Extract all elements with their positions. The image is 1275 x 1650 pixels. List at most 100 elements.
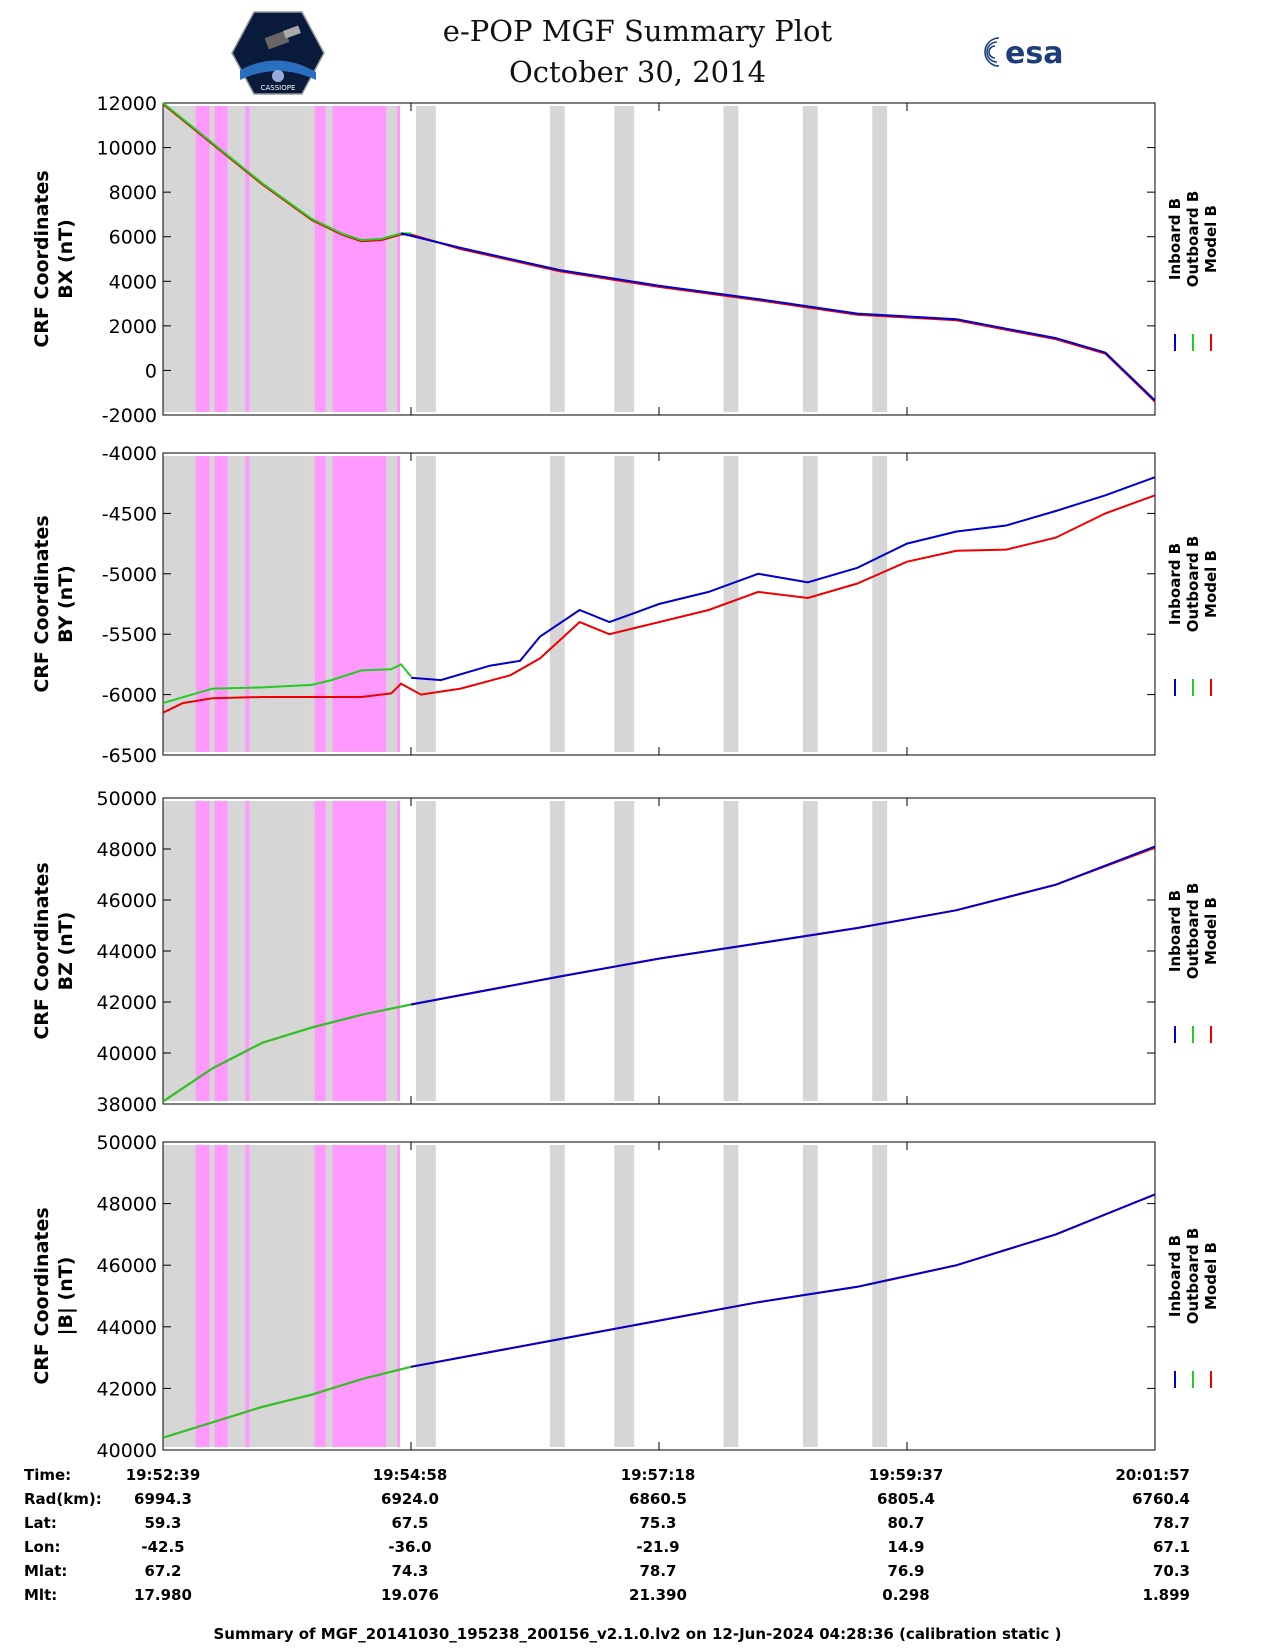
- pink-band: [314, 456, 326, 752]
- y-tick-label: 42000: [97, 1378, 157, 1400]
- pink-band: [214, 1145, 228, 1447]
- legend-label-outboard: Outboard B: [1184, 191, 1202, 288]
- pink-band: [314, 106, 326, 412]
- y-tick-label: 50000: [97, 1132, 157, 1154]
- pink-band: [332, 801, 387, 1101]
- series-line-outboard-b: [162, 663, 412, 705]
- pink-band: [397, 1145, 401, 1447]
- pink-band: [332, 1145, 387, 1447]
- gray-band: [723, 1145, 739, 1447]
- footer-cell: 6924.0: [381, 1490, 439, 1508]
- gray-band: [872, 456, 888, 752]
- gray-band: [415, 106, 436, 412]
- y-tick-label: 42000: [97, 992, 157, 1014]
- y-tick-label: -4500: [102, 503, 157, 525]
- gray-band: [614, 1145, 635, 1447]
- footer-cell: 76.9: [887, 1562, 924, 1580]
- y-tick-label: 44000: [97, 1317, 157, 1339]
- legend: Inboard B Outboard B Model B: [1166, 1228, 1220, 1388]
- footer-cell: 19:52:39: [126, 1466, 201, 1484]
- y-axis-label: CRF Coordinates BZ (nT): [31, 862, 77, 1039]
- y-tick-label: 46000: [97, 890, 157, 912]
- pink-band: [214, 801, 228, 1101]
- gray-band: [802, 801, 818, 1101]
- footer-cell: 6805.4: [877, 1490, 935, 1508]
- footer-cell: 78.7: [1153, 1514, 1190, 1532]
- gray-band: [415, 456, 436, 752]
- footer-cell: 0.298: [882, 1586, 929, 1604]
- legend-label-model: Model B: [1202, 550, 1220, 618]
- footer-cell: 6994.3: [134, 1490, 192, 1508]
- footer-cell: 19:59:37: [869, 1466, 944, 1484]
- y-axis-label: CRF Coordinates |B| (nT): [31, 1207, 77, 1384]
- y-axis-label: CRF Coordinates BY (nT): [31, 515, 77, 692]
- y-tick-label: 10000: [97, 138, 157, 160]
- footer-cell: -42.5: [141, 1538, 184, 1556]
- y-axis-label-line-1: CRF Coordinates: [31, 1207, 53, 1384]
- y-axis-label-line-2: BZ (nT): [55, 912, 77, 991]
- gray-band: [723, 106, 739, 412]
- gray-band: [614, 106, 635, 412]
- pink-band: [397, 456, 401, 752]
- legend-label-model: Model B: [1202, 897, 1220, 965]
- footer-row-label: Time:: [24, 1466, 71, 1484]
- y-tick-label: 2000: [109, 316, 157, 338]
- footer-row-label: Mlat:: [24, 1562, 67, 1580]
- series-line-inboard-b: [410, 476, 1156, 682]
- y-tick-label: 4000: [109, 271, 157, 293]
- gray-band: [802, 1145, 818, 1447]
- footer-cell: 17.980: [134, 1586, 192, 1604]
- legend-label-inboard: Inboard B: [1166, 543, 1184, 625]
- gray-band: [549, 456, 565, 752]
- legend-label-outboard: Outboard B: [1184, 883, 1202, 980]
- pink-band: [245, 456, 250, 752]
- gray-band: [415, 1145, 436, 1447]
- gray-band: [872, 106, 888, 412]
- legend-label-outboard: Outboard B: [1184, 536, 1202, 633]
- gray-band: [549, 801, 565, 1101]
- footer-row-label: Rad(km):: [24, 1490, 102, 1508]
- footer-cell: 59.3: [144, 1514, 181, 1532]
- footer-cell: 74.3: [391, 1562, 428, 1580]
- footer-row-label: Lon:: [24, 1538, 61, 1556]
- gray-band: [549, 106, 565, 412]
- y-tick-label: -5500: [102, 624, 157, 646]
- footer-cell: 6860.5: [629, 1490, 687, 1508]
- footer-cell: 20:01:57: [1115, 1466, 1190, 1484]
- gray-band: [723, 801, 739, 1101]
- series-line-inboard-b: [400, 232, 1156, 402]
- series-line-outboard-b: [162, 1003, 412, 1103]
- pink-band: [245, 1145, 250, 1447]
- y-axis-label-line-1: CRF Coordinates: [31, 170, 53, 347]
- pink-band: [314, 801, 326, 1101]
- series-line-outboard-b: [162, 1365, 412, 1439]
- footer-cell: 19:54:58: [373, 1466, 448, 1484]
- series-line-inboard-b: [410, 845, 1156, 1006]
- y-tick-label: 40000: [97, 1043, 157, 1065]
- pink-band: [214, 456, 228, 752]
- legend-label-model: Model B: [1202, 1242, 1220, 1310]
- footer-cell: 1.899: [1143, 1586, 1190, 1604]
- series-line-outboard-b: [162, 102, 411, 242]
- y-axis-label-line-2: BX (nT): [55, 219, 77, 299]
- y-tick-label: 44000: [97, 941, 157, 963]
- pink-band: [332, 106, 387, 412]
- y-tick-label: -4000: [102, 443, 157, 465]
- gray-band: [614, 456, 635, 752]
- y-axis-label-line-2: |B| (nT): [55, 1257, 77, 1336]
- y-tick-label: 48000: [97, 839, 157, 861]
- pink-band: [195, 106, 210, 412]
- y-tick-label: 40000: [97, 1440, 157, 1462]
- pink-band: [195, 801, 210, 1101]
- y-tick-label: 0: [145, 360, 157, 382]
- footer-row-label: Lat:: [24, 1514, 57, 1532]
- gray-band: [802, 106, 818, 412]
- pink-band: [195, 456, 210, 752]
- y-tick-label: -2000: [102, 405, 157, 427]
- gray-band: [614, 801, 635, 1101]
- gray-band: [163, 801, 307, 1101]
- y-axis-label-line-1: CRF Coordinates: [31, 515, 53, 692]
- pink-band: [245, 801, 250, 1101]
- footer-cell: -21.9: [636, 1538, 679, 1556]
